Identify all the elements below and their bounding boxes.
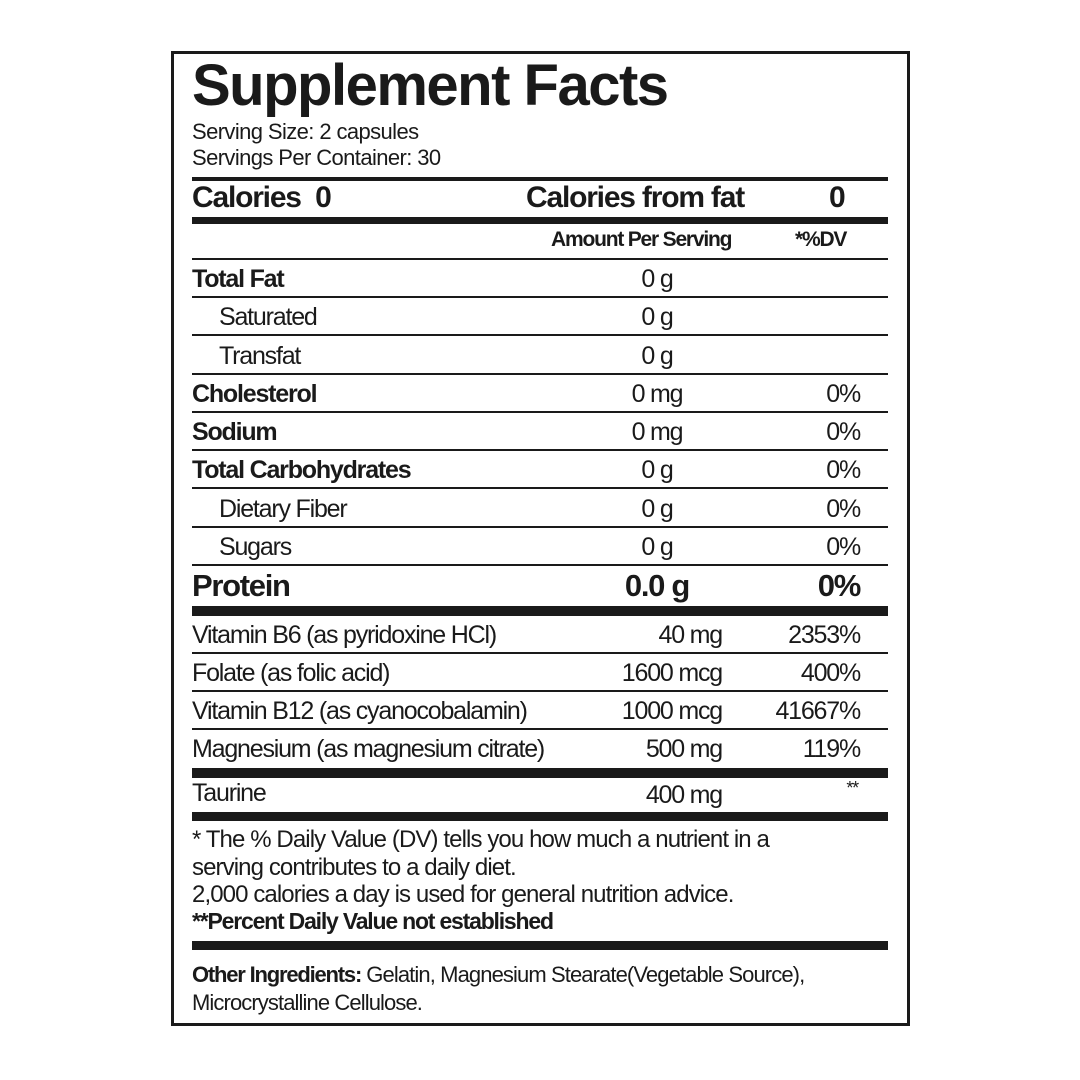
- nutrient-dv: 0%: [826, 379, 861, 408]
- vitamin-row: Vitamin B6 (as pyridoxine HCl) 40 mg 235…: [192, 616, 888, 654]
- dv-header: *%DV: [795, 228, 847, 251]
- nutrient-label: Dietary Fiber: [219, 494, 348, 523]
- divider-thick: [192, 941, 888, 950]
- other-ingredients-line1: Gelatin, Magnesium Stearate(Vegetable So…: [361, 962, 805, 987]
- nutrient-row: Total Carbohydrates 0 g 0%: [192, 451, 888, 490]
- vitamin-amount: 40 mg: [658, 621, 724, 649]
- vitamin-label: Magnesium (as magnesium citrate): [192, 735, 545, 763]
- nutrient-amount: 0 mg: [631, 379, 684, 408]
- nutrient-dv: 0%: [826, 494, 861, 523]
- vitamin-label: Vitamin B12 (as cyanocobalamin): [192, 697, 528, 725]
- vitamin-label: Vitamin B6 (as pyridoxine HCl): [192, 621, 497, 649]
- taurine-amount: 400 mg: [645, 781, 723, 809]
- nutrient-row: Sugars 0 g 0%: [192, 528, 888, 566]
- nutrient-label: Total Carbohydrates: [192, 456, 412, 485]
- nutrient-amount: 0 g: [641, 532, 673, 561]
- amount-per-serving-header: Amount Per Serving: [551, 228, 732, 251]
- calories-label: Calories: [192, 181, 302, 214]
- footnote-3: 2,000 calories a day is used for general…: [192, 881, 734, 908]
- vitamin-label: Folate (as folic acid): [192, 659, 390, 687]
- servings-per-container: Servings Per Container: 30: [192, 145, 441, 170]
- divider: [192, 177, 888, 181]
- taurine-row: Taurine 400 mg **: [192, 778, 888, 812]
- nutrient-row: Sodium 0 mg 0%: [192, 413, 888, 451]
- nutrient-label: Total Fat: [192, 265, 285, 293]
- divider-thick: [192, 812, 888, 821]
- footnote-4: **Percent Daily Value not established: [192, 908, 554, 934]
- calories-from-fat-label: Calories from fat: [526, 181, 745, 214]
- vitamin-row: Magnesium (as magnesium citrate) 500 mg …: [192, 730, 888, 768]
- nutrient-amount: 0 mg: [631, 418, 684, 446]
- nutrient-label: Sodium: [192, 418, 278, 446]
- nutrient-dv: 0%: [826, 418, 861, 446]
- serving-size: Serving Size: 2 capsules: [192, 119, 419, 144]
- nutrient-label: Transfat: [219, 341, 301, 370]
- nutrient-row: Dietary Fiber 0 g 0%: [192, 490, 888, 528]
- protein-row: Protein 0.0 g 0%: [192, 566, 888, 606]
- protein-label: Protein: [192, 568, 291, 603]
- divider-thick: [192, 217, 888, 224]
- nutrient-row: Saturated 0 g: [192, 298, 888, 337]
- nutrient-row: Cholesterol 0 mg 0%: [192, 375, 888, 413]
- protein-dv: 0%: [817, 568, 862, 603]
- nutrient-dv: 0%: [826, 456, 861, 485]
- other-ingredients-line2: Microcrystalline Cellulose.: [192, 990, 423, 1015]
- footnote-2: serving contributes to a daily diet.: [192, 854, 517, 881]
- vitamin-amount: 500 mg: [645, 735, 723, 763]
- nutrient-amount: 0 g: [641, 494, 673, 523]
- vitamin-dv: 2353%: [788, 621, 861, 649]
- nutrient-amount: 0 g: [641, 341, 673, 370]
- nutrient-row: Transfat 0 g: [192, 337, 888, 375]
- supplement-facts-panel: [171, 51, 910, 1026]
- protein-amount: 0.0 g: [624, 568, 690, 603]
- vitamin-row: Vitamin B12 (as cyanocobalamin) 1000 mcg…: [192, 692, 888, 730]
- divider-thick: [192, 606, 888, 616]
- taurine-dv: **: [846, 778, 859, 798]
- divider: [192, 258, 888, 260]
- calories-from-fat-value: 0: [829, 181, 846, 214]
- panel-title: Supplement Facts: [192, 53, 669, 118]
- nutrient-label: Cholesterol: [192, 379, 318, 408]
- taurine-label: Taurine: [192, 779, 267, 807]
- divider-thick: [192, 768, 888, 778]
- vitamin-dv: 400%: [800, 659, 861, 687]
- other-ingredients: Other Ingredients: Gelatin, Magnesium St…: [192, 962, 805, 988]
- nutrient-label: Saturated: [219, 303, 318, 332]
- vitamin-amount: 1000 mcg: [621, 697, 723, 725]
- footnote-1: * The % Daily Value (DV) tells you how m…: [192, 826, 770, 853]
- nutrient-amount: 0 g: [641, 456, 673, 485]
- vitamin-dv: 119%: [802, 735, 862, 763]
- nutrient-amount: 0 g: [641, 303, 673, 332]
- nutrient-dv: 0%: [826, 532, 861, 561]
- vitamin-row: Folate (as folic acid) 1600 mcg 400%: [192, 654, 888, 692]
- nutrient-amount: 0 g: [641, 265, 673, 293]
- other-ingredients-label: Other Ingredients:: [192, 962, 362, 987]
- nutrient-label: Sugars: [219, 532, 292, 561]
- vitamin-dv: 41667%: [775, 697, 861, 725]
- nutrient-row: Total Fat 0 g: [192, 260, 888, 298]
- calories: Calories 0: [192, 181, 332, 215]
- calories-value: 0: [315, 181, 332, 214]
- vitamin-amount: 1600 mcg: [621, 659, 723, 687]
